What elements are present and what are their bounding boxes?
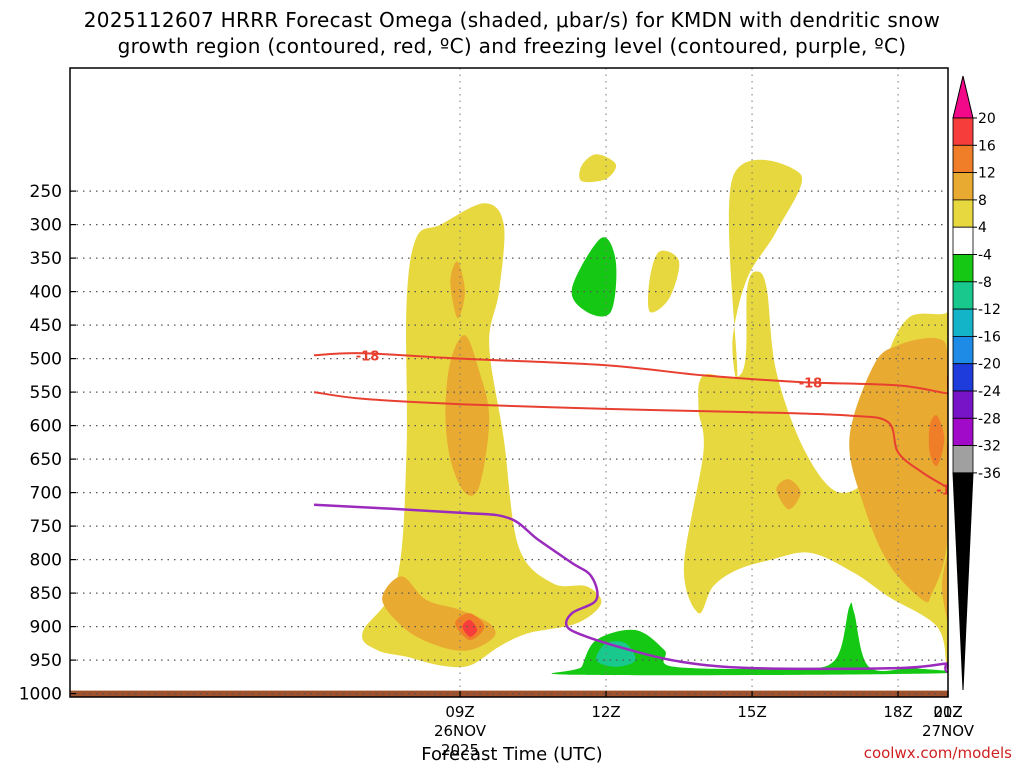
chart-title-line-2: growth region (contoured, red, ºC) and f…	[117, 34, 907, 58]
x-tick-sublabel-date: 27NOV	[922, 722, 975, 740]
colorbar-label-16: 16	[978, 138, 996, 154]
y-tick-label-850: 850	[30, 584, 62, 604]
colorbar-top-arrow	[952, 75, 974, 119]
x-tick-label-21Z: 21Z	[933, 703, 962, 721]
colorbar-label--4: -4	[978, 248, 992, 264]
omega-region-12-27	[928, 415, 945, 467]
omega-region-8-24	[941, 532, 948, 647]
dgz-contour-label: -18	[356, 349, 380, 364]
colorbar-cell--32	[952, 417, 974, 446]
x-tick-label-15Z: 15Z	[737, 703, 766, 721]
colorbar-cell--24	[952, 363, 974, 392]
y-tick-label-900: 900	[30, 618, 62, 638]
colorbar-label-4: 4	[978, 220, 987, 236]
omega-region-8-21	[849, 337, 948, 603]
colorbar-cell-4	[952, 199, 974, 228]
colorbar-cell--36	[952, 445, 974, 474]
colorbar-cell-12	[952, 144, 974, 174]
x-tick-sublabel-date: 26NOV	[434, 722, 487, 740]
y-tick-label-550: 550	[30, 383, 62, 403]
colorbar-label--24: -24	[978, 384, 1001, 400]
dgz-contour-0	[313, 352, 948, 395]
colorbar-cell-16	[952, 117, 974, 146]
omega-region-4-3	[728, 159, 803, 381]
colorbar-label--16: -16	[978, 329, 1001, 345]
y-tick-label-250: 250	[30, 182, 62, 202]
omega-region-4-2	[647, 250, 680, 313]
dgz-contour-1	[313, 391, 948, 491]
colorbar-cell--16	[952, 308, 974, 337]
omega-region-16-30	[462, 619, 478, 637]
colorbar-cell--12	[952, 281, 974, 310]
x-tick-label-18Z: 18Z	[883, 703, 912, 721]
x-tick-label-00Z: 00Z	[933, 703, 962, 721]
colorbar-label--8: -8	[978, 275, 992, 291]
x-tick-label-09Z: 09Z	[445, 703, 474, 721]
colorbar: 20 16 12 8 4 -4 -8 -12 -16 -20 -24 -28 -32 -36	[952, 75, 1001, 691]
y-tick-label-600: 600	[30, 417, 62, 437]
ground-fill	[70, 690, 948, 697]
x-axis-label: Forecast Time (UTC)	[421, 744, 603, 765]
omega-region--4-5	[571, 237, 617, 317]
plot-frame	[69, 67, 949, 698]
chart-title-line-1: 2025112607 HRRR Forecast Omega (shaded, …	[83, 8, 941, 32]
x-tick-label-12Z: 12Z	[591, 703, 620, 721]
credit-text: coolwx.com/models	[863, 744, 1012, 762]
y-tick-label-650: 650	[30, 450, 62, 470]
y-tick-label-350: 350	[30, 249, 62, 269]
colorbar-label--28: -28	[978, 411, 1001, 427]
y-tick-label-1000: 1000	[19, 685, 62, 705]
colorbar-cell--28	[952, 390, 974, 419]
ground-layer	[70, 690, 948, 697]
axes: 250 300 350 400 450 500 550 600 650 700 750 800 850 9…	[19, 67, 975, 759]
freezing-level-label: 0	[943, 662, 952, 677]
colorbar-cell--20	[952, 335, 974, 365]
y-tick-label-700: 700	[30, 484, 62, 504]
colorbar-label-8: 8	[978, 193, 987, 209]
dgz-contour-label: -18	[799, 377, 823, 392]
colorbar-bottom-arrow	[952, 472, 974, 691]
omega-shading	[362, 154, 948, 676]
omega-region-8-17	[445, 335, 490, 496]
colorbar-label--36: -36	[978, 466, 1001, 482]
colorbar-cell--4	[952, 226, 974, 255]
colorbar-label--32: -32	[978, 439, 1001, 455]
omega-region-4-1	[579, 154, 617, 183]
y-tick-label-300: 300	[30, 216, 62, 236]
colorbar-cell--8	[952, 254, 974, 283]
omega-region-8-20	[776, 479, 801, 510]
omega-region--4-13	[551, 602, 948, 676]
x-tick-sublabel-year: 2025	[441, 741, 479, 759]
y-tick-label-450: 450	[30, 316, 62, 336]
y-tick-label-400: 400	[30, 283, 62, 303]
colorbar-label-20: 20	[978, 111, 996, 127]
y-tick-label-950: 950	[30, 651, 62, 671]
colorbar-cell-8	[952, 172, 974, 201]
y-tick-label-800: 800	[30, 551, 62, 571]
colorbar-label--12: -12	[978, 302, 1001, 318]
omega-region-8-18	[450, 261, 465, 319]
colorbar-label--20: -20	[978, 357, 1001, 373]
y-tick-label-500: 500	[30, 350, 62, 370]
y-tick-label-750: 750	[30, 517, 62, 537]
colorbar-label-12: 12	[978, 166, 996, 182]
dgz-contour-label: -12	[936, 483, 960, 498]
